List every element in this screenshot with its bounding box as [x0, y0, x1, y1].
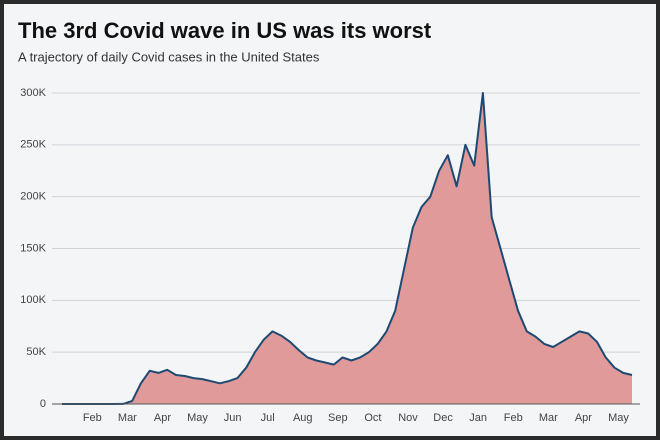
x-tick-label: Oct [364, 412, 381, 424]
x-tick-label: Jul [261, 412, 275, 424]
x-tick-label: May [608, 412, 629, 424]
x-tick-label: Jun [224, 412, 242, 424]
y-tick-label: 100K [20, 294, 46, 306]
line [62, 92, 633, 405]
x-tick-label: Mar [539, 412, 558, 424]
x-tick-label: Mar [118, 412, 137, 424]
chart-subtitle: A trajectory of daily Covid cases in the… [18, 49, 320, 64]
x-tick-label: Aug [293, 412, 313, 424]
x-tick-label: Feb [504, 412, 523, 424]
area [62, 93, 632, 404]
x-tick-label: Dec [433, 412, 453, 424]
x-tick-label: Jan [469, 412, 487, 424]
x-tick-label: Sep [328, 412, 348, 424]
x-tick-label: Apr [154, 412, 171, 424]
x-tick-label: Apr [575, 412, 592, 424]
x-tick-label: Nov [398, 412, 418, 424]
y-tick-label: 0 [40, 398, 46, 410]
y-tick-label: 200K [20, 191, 46, 203]
x-tick-label: May [187, 412, 208, 424]
x-tick-label: Feb [83, 412, 102, 424]
y-tick-label: 50K [26, 346, 46, 358]
y-tick-label: 150K [20, 242, 46, 254]
chart-title: The 3rd Covid wave in US was its worst [18, 18, 432, 43]
y-tick-label: 250K [20, 139, 46, 151]
y-tick-label: 300K [20, 87, 46, 99]
